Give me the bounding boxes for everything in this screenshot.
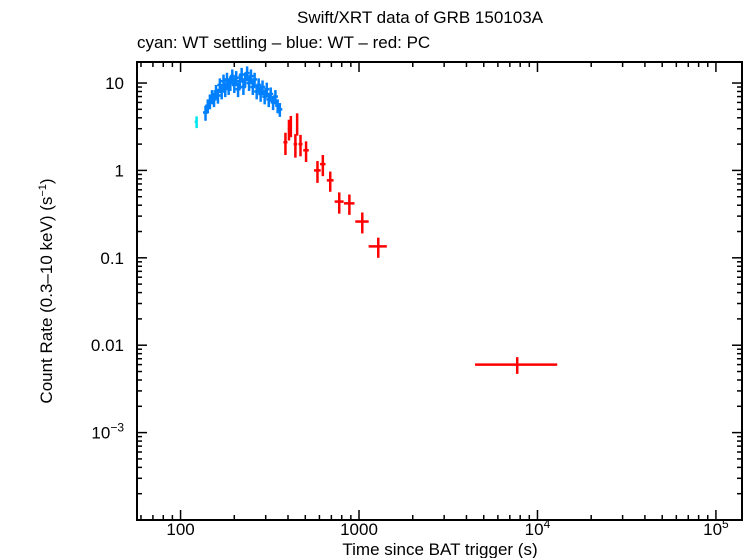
y-tick-label: 0.1 — [100, 249, 124, 268]
x-tick-label: 100 — [166, 520, 194, 539]
y-tick-label-base: 0.01 — [91, 336, 124, 355]
chart-subtitle: cyan: WT settling – blue: WT – red: PC — [137, 33, 430, 52]
x-tick-label: 104 — [525, 517, 551, 539]
series-wt — [203, 66, 283, 121]
x-tick-label: 1000 — [340, 520, 378, 539]
y-tick-label: 10−3 — [91, 421, 124, 443]
series-pc — [283, 113, 558, 374]
y-tick-label: 0.01 — [91, 336, 124, 355]
y-tick-label-base: 1 — [115, 161, 124, 180]
x-tick-label-base: 1000 — [340, 520, 378, 539]
y-tick-label-base: 10 — [91, 424, 110, 443]
y-tick-label: 1 — [115, 161, 124, 180]
x-tick-label: 105 — [703, 517, 729, 539]
x-tick-label-exp: 4 — [544, 517, 551, 531]
x-axis-label: Time since BAT trigger (s) — [342, 540, 537, 558]
y-axis-label: Count Rate (0.3–10 keV) (s−1) — [37, 178, 56, 403]
x-tick-label-base: 10 — [525, 520, 544, 539]
x-tick-label-base: 10 — [703, 520, 722, 539]
series-wt-settling — [194, 116, 198, 129]
y-tick-label-base: 0.1 — [100, 249, 124, 268]
y-tick-label: 10 — [105, 74, 124, 93]
y-tick-label-base: 10 — [105, 74, 124, 93]
y-tick-label-exp: −3 — [110, 421, 124, 435]
x-tick-label-exp: 5 — [722, 517, 729, 531]
plot-frame — [136, 61, 743, 521]
chart-title: Swift/XRT data of GRB 150103A — [297, 8, 544, 27]
x-tick-label-base: 100 — [166, 520, 194, 539]
